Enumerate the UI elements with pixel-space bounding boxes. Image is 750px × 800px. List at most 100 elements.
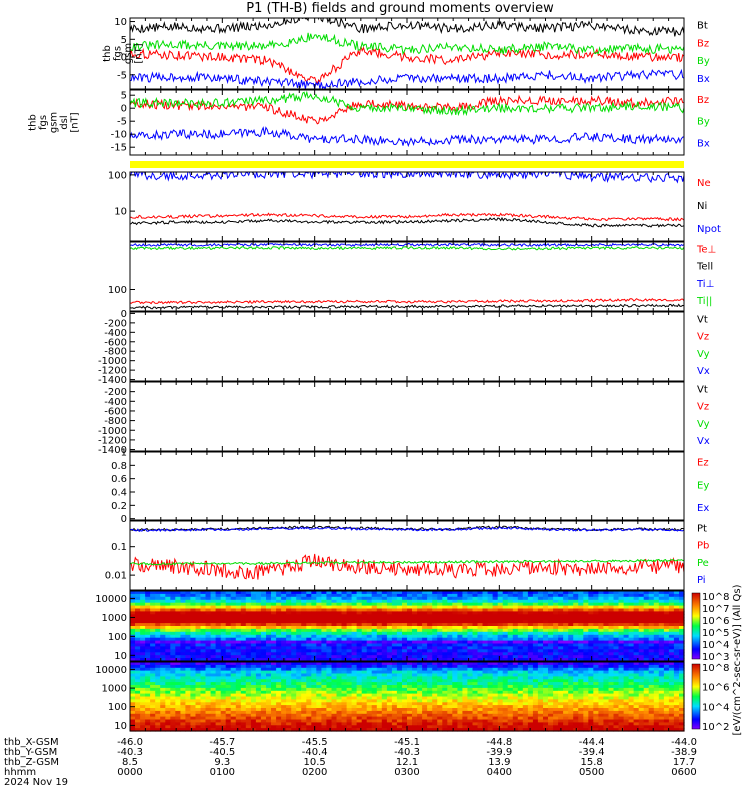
cell-peer_spec bbox=[165, 705, 171, 709]
cell-peer_spec bbox=[155, 693, 161, 698]
cell-peir_spec bbox=[180, 614, 186, 618]
cell-peer_spec bbox=[376, 662, 383, 666]
cell-peer_spec bbox=[170, 682, 176, 686]
cell-peir_spec bbox=[195, 623, 202, 627]
cell-peir_spec bbox=[462, 593, 468, 598]
cell-peir_spec bbox=[321, 623, 327, 627]
cell-peir_spec bbox=[301, 631, 307, 636]
cell-peir_spec bbox=[255, 634, 262, 639]
cell-peir_spec bbox=[543, 631, 549, 636]
cell-peer_spec bbox=[356, 670, 363, 675]
cell-peer_spec bbox=[497, 710, 504, 715]
cell-peer_spec bbox=[658, 687, 665, 692]
cell-peir_spec bbox=[679, 599, 685, 604]
cell-peer_spec bbox=[623, 702, 630, 706]
cell-peer_spec bbox=[386, 687, 393, 692]
cell-peir_spec bbox=[598, 591, 604, 595]
cell-peir_spec bbox=[563, 593, 569, 598]
cell-peer_spec bbox=[517, 687, 524, 692]
cell-peir_spec bbox=[507, 643, 514, 647]
cell-peir_spec bbox=[130, 620, 136, 624]
cell-peer_spec bbox=[573, 702, 579, 706]
cell-peer_spec bbox=[457, 662, 463, 666]
cell-peer_spec bbox=[366, 667, 373, 672]
cell-peir_spec bbox=[260, 652, 267, 656]
cell-peer_spec bbox=[220, 708, 227, 712]
cell-peir_spec bbox=[240, 591, 247, 595]
cell-peer_spec bbox=[391, 662, 398, 666]
cell-peir_spec bbox=[417, 608, 423, 612]
cell-peer_spec bbox=[663, 708, 670, 712]
cell-peir_spec bbox=[140, 637, 146, 642]
cell-peir_spec bbox=[558, 652, 564, 656]
cell-peir_spec bbox=[422, 611, 428, 615]
cell-peer_spec bbox=[150, 685, 156, 689]
cell-peir_spec bbox=[331, 605, 338, 610]
cell-peer_spec bbox=[568, 699, 574, 703]
cell-peer_spec bbox=[472, 699, 479, 703]
cell-peir_spec bbox=[442, 631, 448, 636]
cell-peir_spec bbox=[346, 658, 353, 662]
cell-peir_spec bbox=[618, 608, 625, 612]
cell-peir_spec bbox=[210, 623, 217, 627]
cell-peir_spec bbox=[568, 628, 574, 633]
cell-peir_spec bbox=[658, 591, 665, 595]
cell-peir_spec bbox=[376, 611, 383, 615]
cell-peir_spec bbox=[260, 608, 267, 612]
cell-peer_spec bbox=[452, 690, 458, 695]
cell-peer_spec bbox=[376, 696, 383, 700]
cell-peir_spec bbox=[276, 614, 282, 618]
cell-peir_spec bbox=[255, 611, 262, 615]
cell-peer_spec bbox=[603, 687, 609, 692]
cell-peer_spec bbox=[240, 673, 247, 677]
legend-density-Ni: Ni bbox=[697, 201, 707, 212]
cell-peer_spec bbox=[260, 670, 267, 675]
cell-peer_spec bbox=[578, 690, 584, 695]
cell-peer_spec bbox=[527, 682, 534, 686]
cell-peer_spec bbox=[452, 679, 458, 683]
cell-peir_spec bbox=[225, 611, 232, 615]
cell-peir_spec bbox=[255, 649, 262, 653]
cell-peir_spec bbox=[195, 620, 202, 624]
cell-peir_spec bbox=[462, 652, 468, 656]
cell-peir_spec bbox=[271, 599, 277, 604]
cell-peer_spec bbox=[603, 699, 609, 703]
cell-peir_spec bbox=[633, 599, 640, 604]
cell-peir_spec bbox=[155, 605, 161, 610]
cell-peer_spec bbox=[296, 716, 302, 721]
cell-peir_spec bbox=[573, 608, 579, 612]
cell-peer_spec bbox=[603, 702, 609, 706]
cell-peir_spec bbox=[543, 643, 549, 647]
cell-peer_spec bbox=[522, 662, 529, 666]
cell-peir_spec bbox=[145, 611, 151, 615]
cell-peer_spec bbox=[437, 682, 443, 686]
cell-peir_spec bbox=[623, 640, 630, 645]
cell-peir_spec bbox=[140, 611, 146, 615]
cell-peer_spec bbox=[613, 687, 620, 692]
cell-peer_spec bbox=[457, 687, 463, 692]
cell-peer_spec bbox=[281, 673, 287, 677]
cell-peer_spec bbox=[155, 702, 161, 706]
cell-peir_spec bbox=[497, 591, 504, 595]
cell-peir_spec bbox=[150, 640, 156, 645]
cell-peer_spec bbox=[361, 667, 368, 672]
cell-peir_spec bbox=[548, 649, 554, 653]
cell-peir_spec bbox=[663, 649, 670, 653]
cell-peer_spec bbox=[376, 682, 383, 686]
cell-peir_spec bbox=[391, 614, 398, 618]
cell-peir_spec bbox=[653, 628, 660, 633]
cell-peir_spec bbox=[623, 646, 630, 650]
cell-peir_spec bbox=[497, 643, 504, 647]
cell-peir_spec bbox=[255, 640, 262, 645]
cell-peer_spec bbox=[517, 667, 524, 672]
cell-peer_spec bbox=[422, 670, 428, 675]
cell-peir_spec bbox=[376, 643, 383, 647]
ytick-label-fgs_mid-0: 5 bbox=[121, 91, 127, 102]
cell-peer_spec bbox=[376, 716, 383, 721]
cell-peir_spec bbox=[522, 614, 529, 618]
cell-peir_spec bbox=[230, 626, 237, 630]
cell-peir_spec bbox=[225, 626, 232, 630]
cell-peer_spec bbox=[427, 693, 433, 698]
cell-peir_spec bbox=[386, 614, 393, 618]
